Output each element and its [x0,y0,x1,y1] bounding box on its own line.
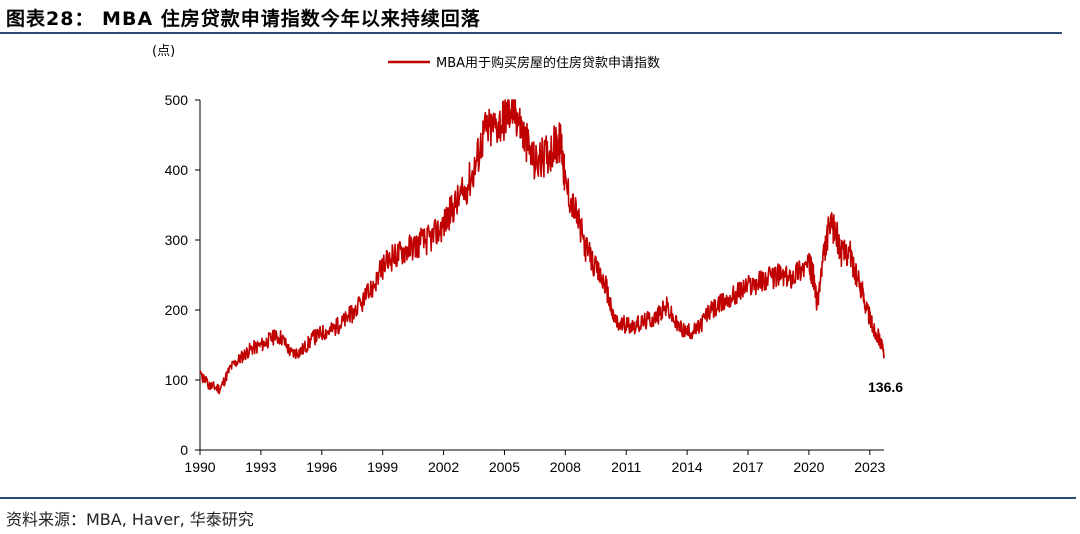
y-tick-label: 200 [165,302,189,318]
x-tick-label: 2014 [672,459,703,475]
x-tick-label: 2017 [732,459,763,475]
y-tick-label: 400 [165,162,189,178]
x-tick-label: 2023 [854,459,885,475]
header-divider [0,32,1062,34]
plot-area [199,99,885,395]
footer-divider [0,497,1076,499]
y-tick-label: 500 [165,92,189,108]
last-value-label: 136.6 [868,379,903,395]
legend-label: MBA用于购买房屋的住房贷款申请指数 [436,55,660,71]
source-note: 资料来源：MBA, Haver, 华泰研究 [6,510,254,529]
series-line-mba-purchase-index [199,99,885,395]
y-tick-label: 100 [165,372,189,388]
chart-title: 图表28： MBA 住房贷款申请指数今年以来持续回落 [6,8,481,30]
x-tick-label: 2011 [611,459,641,475]
x-tick-label: 1996 [306,459,337,475]
x-tick-label: 1990 [184,459,215,475]
x-tick-label: 1999 [367,459,398,475]
chart-legend: MBA用于购买房屋的住房贷款申请指数 [388,55,660,71]
y-tick-label: 300 [165,232,189,248]
x-tick-label: 2020 [793,459,824,475]
x-tick-label: 1993 [245,459,276,475]
y-axis-unit-label: (点) [152,44,175,59]
x-axis: 1990 1993 1996 1999 2002 2005 2008 2011 2014 2017… [184,449,886,475]
x-tick-label: 2002 [428,459,459,475]
line-chart: (点) MBA用于购买房屋的住房贷款申请指数 0100200300400500 … [152,44,903,475]
x-tick-label: 2008 [550,459,581,475]
y-axis: 0 100 200 300 400 500 [165,92,201,458]
y-tick-label: 0 [180,442,188,458]
x-tick-label: 2005 [489,459,520,475]
